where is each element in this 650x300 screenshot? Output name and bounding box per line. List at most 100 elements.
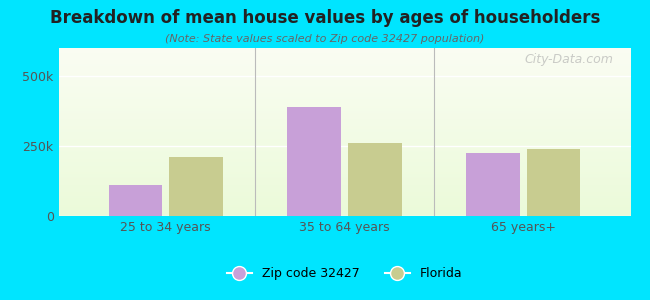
Bar	[58, 173, 630, 174]
Bar	[58, 194, 630, 195]
Bar	[58, 126, 630, 127]
Legend: Zip code 32427, Florida: Zip code 32427, Florida	[222, 262, 467, 285]
Bar	[58, 82, 630, 83]
Bar	[58, 81, 630, 82]
Bar	[58, 122, 630, 123]
Bar	[58, 76, 630, 77]
Bar	[58, 204, 630, 205]
Bar	[58, 203, 630, 204]
Bar	[58, 145, 630, 146]
Bar	[58, 97, 630, 98]
Bar	[58, 138, 630, 139]
Bar	[58, 154, 630, 155]
Bar	[58, 110, 630, 111]
Bar	[58, 182, 630, 183]
Bar	[58, 86, 630, 87]
Bar	[287, 107, 341, 216]
Bar	[58, 49, 630, 50]
Bar	[58, 175, 630, 176]
Bar	[58, 164, 630, 165]
Bar	[58, 185, 630, 186]
Bar	[58, 213, 630, 214]
Bar	[527, 149, 580, 216]
Bar	[58, 199, 630, 200]
Text: Breakdown of mean house values by ages of householders: Breakdown of mean house values by ages o…	[50, 9, 600, 27]
Bar	[58, 74, 630, 75]
Bar	[58, 61, 630, 62]
Bar	[109, 185, 162, 216]
Bar	[58, 183, 630, 184]
Bar	[58, 92, 630, 93]
Bar	[58, 87, 630, 88]
Bar	[58, 58, 630, 59]
Bar	[58, 157, 630, 158]
Bar	[58, 131, 630, 132]
Bar	[58, 133, 630, 134]
Bar	[58, 91, 630, 92]
Bar	[58, 193, 630, 194]
Bar	[58, 79, 630, 80]
Bar	[58, 137, 630, 138]
Bar	[58, 121, 630, 122]
Bar	[58, 60, 630, 61]
Bar	[58, 180, 630, 181]
Bar	[58, 105, 630, 106]
Bar	[58, 82, 630, 83]
Bar	[58, 161, 630, 162]
Bar	[58, 136, 630, 137]
Bar	[58, 89, 630, 90]
Bar	[58, 84, 630, 85]
Bar	[58, 104, 630, 105]
Bar	[58, 160, 630, 161]
Bar	[58, 153, 630, 154]
Bar	[58, 78, 630, 79]
Bar	[58, 155, 630, 156]
Bar	[58, 170, 630, 171]
Bar	[58, 73, 630, 74]
Bar	[58, 112, 630, 113]
Bar	[58, 144, 630, 145]
Bar	[58, 201, 630, 202]
Bar	[58, 196, 630, 197]
Bar	[58, 202, 630, 203]
Bar	[58, 132, 630, 133]
Bar	[58, 68, 630, 69]
Bar	[169, 157, 223, 216]
Bar	[58, 71, 630, 72]
Bar	[58, 127, 630, 128]
Bar	[58, 70, 630, 71]
Bar	[58, 148, 630, 149]
Bar	[58, 83, 630, 84]
Bar	[58, 160, 630, 161]
Bar	[58, 195, 630, 196]
Bar	[58, 208, 630, 209]
Bar	[58, 197, 630, 198]
Bar	[58, 165, 630, 166]
Bar	[58, 96, 630, 97]
Bar	[58, 75, 630, 76]
Bar	[58, 202, 630, 203]
Bar	[58, 59, 630, 60]
Bar	[348, 143, 402, 216]
Bar	[58, 169, 630, 170]
Bar	[58, 99, 630, 100]
Bar	[58, 116, 630, 117]
Bar	[58, 142, 630, 143]
Bar	[58, 156, 630, 157]
Bar	[58, 117, 630, 118]
Bar	[58, 130, 630, 131]
Bar	[58, 129, 630, 130]
Bar	[58, 166, 630, 167]
Bar	[58, 106, 630, 107]
Bar	[58, 207, 630, 208]
Bar	[58, 111, 630, 112]
Bar	[58, 101, 630, 102]
Bar	[58, 98, 630, 99]
Bar	[58, 177, 630, 178]
Bar	[58, 212, 630, 213]
Bar	[58, 100, 630, 101]
Bar	[58, 95, 630, 96]
Bar	[58, 168, 630, 169]
Bar	[58, 123, 630, 124]
Bar	[466, 153, 520, 216]
